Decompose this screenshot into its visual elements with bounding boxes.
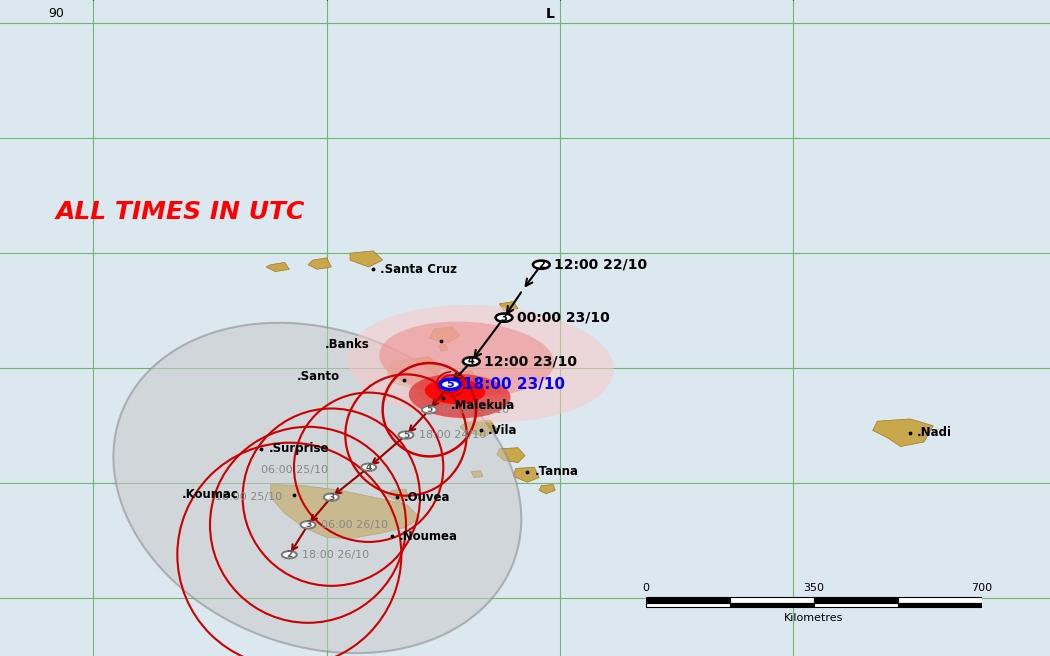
Polygon shape	[460, 420, 497, 436]
Ellipse shape	[408, 374, 510, 418]
Bar	[898, 604, 982, 607]
Text: .Ouvea: .Ouvea	[403, 491, 450, 504]
Text: 2: 2	[538, 260, 545, 270]
Polygon shape	[387, 489, 408, 502]
Bar	[646, 604, 730, 607]
Text: 5: 5	[403, 430, 410, 440]
Text: 18:00 26/10: 18:00 26/10	[302, 550, 370, 560]
Polygon shape	[271, 485, 420, 539]
Circle shape	[422, 406, 437, 413]
Polygon shape	[453, 371, 476, 381]
Text: 5: 5	[446, 379, 455, 390]
Text: L: L	[546, 7, 555, 21]
Text: .Nadi: .Nadi	[917, 426, 952, 440]
Polygon shape	[513, 467, 539, 482]
Bar	[730, 597, 814, 604]
Text: .Noumea: .Noumea	[399, 530, 458, 543]
Polygon shape	[500, 302, 518, 311]
Text: ALL TIMES IN UTC: ALL TIMES IN UTC	[56, 200, 306, 224]
Polygon shape	[469, 377, 487, 398]
Text: .Vila: .Vila	[487, 424, 518, 437]
Text: 3: 3	[329, 493, 335, 502]
Text: .Surprise: .Surprise	[269, 442, 329, 455]
Text: .Santo: .Santo	[296, 370, 339, 383]
Circle shape	[496, 314, 512, 322]
Bar	[898, 597, 982, 604]
Ellipse shape	[113, 323, 521, 653]
Text: .Santa Cruz: .Santa Cruz	[380, 263, 458, 276]
Text: 4: 4	[365, 462, 372, 472]
Text: 12:00 22/10: 12:00 22/10	[554, 258, 648, 272]
Text: 18:00 25/10: 18:00 25/10	[214, 492, 281, 502]
Bar	[814, 604, 898, 607]
Text: 18:00 23/10: 18:00 23/10	[463, 377, 565, 392]
Polygon shape	[387, 357, 441, 389]
Polygon shape	[464, 401, 485, 415]
Ellipse shape	[379, 321, 554, 397]
Polygon shape	[471, 471, 483, 478]
Polygon shape	[350, 251, 382, 267]
Text: .Malekula: .Malekula	[450, 399, 514, 411]
Text: 18:00 24/10: 18:00 24/10	[419, 430, 486, 440]
Text: 06:00 26/10: 06:00 26/10	[321, 520, 388, 530]
Text: 5: 5	[426, 405, 433, 414]
Text: 06:00 25/10: 06:00 25/10	[261, 464, 329, 474]
Text: 350: 350	[803, 583, 824, 593]
Text: .Koumac: .Koumac	[182, 488, 239, 501]
Polygon shape	[439, 344, 448, 351]
Text: 700: 700	[971, 583, 992, 593]
Text: 3: 3	[304, 520, 311, 529]
Polygon shape	[266, 262, 290, 272]
Polygon shape	[873, 419, 933, 447]
Ellipse shape	[348, 305, 614, 422]
Ellipse shape	[425, 379, 485, 404]
Circle shape	[281, 551, 297, 558]
Bar	[730, 604, 814, 607]
Text: 12:00 23/10: 12:00 23/10	[484, 354, 578, 369]
Circle shape	[399, 432, 414, 439]
Circle shape	[440, 379, 461, 390]
Text: .Tanna: .Tanna	[534, 465, 579, 478]
Text: 3: 3	[501, 313, 507, 323]
Text: 00:00 23/10: 00:00 23/10	[517, 311, 610, 325]
Polygon shape	[308, 258, 332, 270]
Text: 2: 2	[287, 550, 293, 559]
Polygon shape	[539, 485, 555, 494]
Circle shape	[323, 493, 339, 501]
Circle shape	[463, 358, 480, 365]
Circle shape	[361, 464, 376, 471]
Polygon shape	[497, 447, 525, 462]
Polygon shape	[420, 386, 458, 407]
Circle shape	[300, 521, 315, 529]
Text: 90: 90	[48, 7, 64, 20]
Text: Kilometres: Kilometres	[784, 613, 843, 623]
Text: 0: 0	[643, 583, 649, 593]
Polygon shape	[429, 327, 460, 343]
Text: 4: 4	[468, 356, 475, 366]
Bar	[814, 597, 898, 604]
Circle shape	[533, 260, 550, 269]
Text: 00:00 24/10: 00:00 24/10	[442, 405, 509, 415]
Text: .Banks: .Banks	[324, 338, 370, 350]
Bar	[646, 597, 730, 604]
